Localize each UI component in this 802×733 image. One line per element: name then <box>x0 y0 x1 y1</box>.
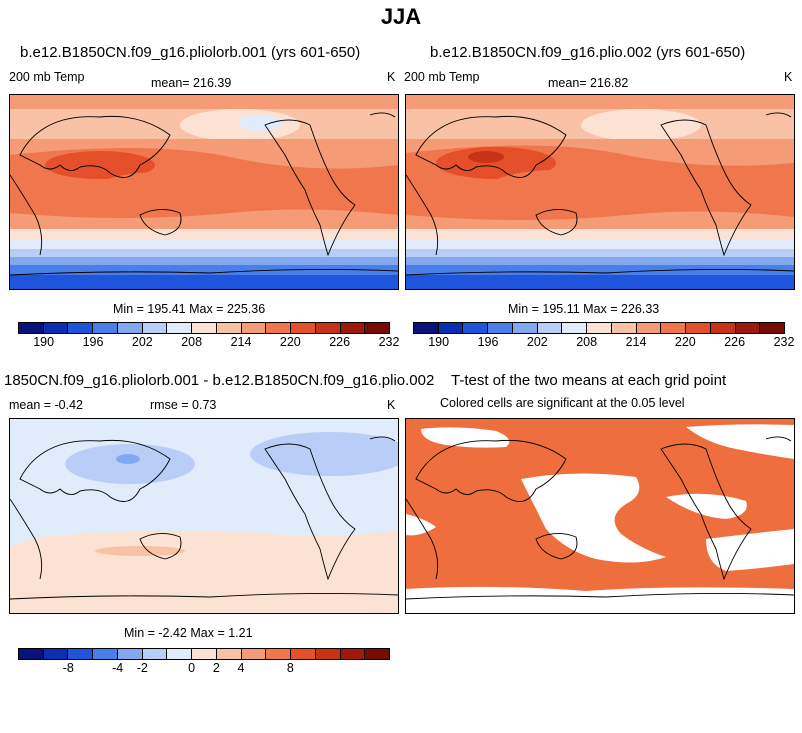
colorbar-cell <box>562 323 588 333</box>
colorbar-tick-label: 2 <box>212 661 220 675</box>
colorbar-tick-label: -8 <box>62 661 74 675</box>
colorbar-tick-label: 214 <box>230 335 252 349</box>
colorbar-cell <box>216 323 242 333</box>
colorbar-cell <box>43 649 69 659</box>
panel3-units: K <box>387 398 396 412</box>
colorbar-tick-label: 220 <box>674 335 696 349</box>
colorbar-cell <box>142 323 168 333</box>
colorbar-tick-label: 202 <box>131 335 153 349</box>
colorbar-cell <box>661 323 687 333</box>
colorbar-cell <box>167 323 193 333</box>
colorbar-cell <box>68 323 94 333</box>
panel3-colorbar <box>18 648 390 660</box>
panel1-colorbar <box>18 322 390 334</box>
colorbar-cell <box>488 323 513 333</box>
colorbar-cell <box>636 323 662 333</box>
colorbar-tick-label: 8 <box>286 661 294 675</box>
colorbar-tick-label: -4 <box>112 661 124 675</box>
panel2-mean: mean= 216.82 <box>548 76 629 90</box>
colorbar-tick-label: 232 <box>773 335 795 349</box>
panel2-map <box>405 94 795 290</box>
colorbar-cell <box>291 649 316 659</box>
colorbar-cell <box>512 323 538 333</box>
colorbar-tick-label: 214 <box>625 335 647 349</box>
colorbar-tick-label: 190 <box>428 335 450 349</box>
colorbar-cell <box>315 649 341 659</box>
colorbar-cell <box>315 323 341 333</box>
colorbar-cell <box>537 323 563 333</box>
colorbar-cell <box>241 649 267 659</box>
colorbar-cell <box>438 323 464 333</box>
figure-title: JJA <box>380 4 422 29</box>
panel2-title: b.e12.B1850CN.f09_g16.plio.002 (yrs 601-… <box>430 44 746 61</box>
colorbar-cell <box>291 323 316 333</box>
colorbar-tick-label: 190 <box>33 335 55 349</box>
panel2-min-max: Min = 195.11 Max = 226.33 <box>508 302 660 316</box>
colorbar-cell <box>93 323 118 333</box>
colorbar-cell <box>365 649 390 659</box>
colorbar-cell <box>93 649 118 659</box>
panel1-variable-label: 200 mb Temp <box>9 70 85 84</box>
panel1-units: K <box>387 70 396 84</box>
colorbar-cell <box>735 323 761 333</box>
panel4-title: T-test of the two means at each grid poi… <box>451 372 727 389</box>
panel4-subtitle: Colored cells are significant at the 0.0… <box>440 396 685 410</box>
panel1-mean: mean= 216.39 <box>151 76 232 90</box>
panel2-variable-label: 200 mb Temp <box>404 70 480 84</box>
colorbar-cell <box>117 323 143 333</box>
colorbar-cell <box>192 323 217 333</box>
colorbar-cell <box>216 649 242 659</box>
colorbar-cell <box>266 323 292 333</box>
colorbar-cell <box>340 323 366 333</box>
colorbar-cell <box>43 323 69 333</box>
panel3-min-max: Min = -2.42 Max = 1.21 <box>124 626 253 640</box>
colorbar-tick-label: 196 <box>477 335 499 349</box>
colorbar-cell <box>414 323 439 333</box>
colorbar-tick-label: 226 <box>724 335 746 349</box>
colorbar-tick-label: 4 <box>237 661 245 675</box>
colorbar-cell <box>340 649 366 659</box>
colorbar-tick-label: 226 <box>329 335 351 349</box>
colorbar-tick-label: 232 <box>378 335 400 349</box>
colorbar-cell <box>266 649 292 659</box>
colorbar-cell <box>117 649 143 659</box>
panel2-units: K <box>784 70 793 84</box>
colorbar-tick-label: 208 <box>181 335 203 349</box>
colorbar-cell <box>192 649 217 659</box>
colorbar-tick-label: 220 <box>279 335 301 349</box>
panel2-colorbar <box>413 322 785 334</box>
panel3-title: 1850CN.f09_g16.pliolorb.001 - b.e12.B185… <box>4 372 435 389</box>
colorbar-cell <box>19 649 44 659</box>
colorbar-tick-label: -2 <box>136 661 148 675</box>
panel1-map <box>9 94 399 290</box>
colorbar-cell <box>710 323 736 333</box>
colorbar-cell <box>365 323 390 333</box>
panel3-mean: mean = -0.42 <box>9 398 84 412</box>
panel1-min-max: Min = 195.41 Max = 225.36 <box>113 302 266 316</box>
colorbar-cell <box>241 323 267 333</box>
colorbar-cell <box>587 323 612 333</box>
panel3-rmse: rmse = 0.73 <box>150 398 217 412</box>
colorbar-cell <box>463 323 489 333</box>
colorbar-tick-label: 0 <box>188 661 196 675</box>
panel4-map <box>405 418 795 614</box>
colorbar-cell <box>68 649 94 659</box>
colorbar-tick-label: 202 <box>526 335 548 349</box>
colorbar-tick-label: 196 <box>82 335 104 349</box>
colorbar-cell <box>167 649 193 659</box>
colorbar-cell <box>142 649 168 659</box>
panel1-title: b.e12.B1850CN.f09_g16.pliolorb.001 (yrs … <box>20 44 361 61</box>
colorbar-tick-label: 208 <box>576 335 598 349</box>
colorbar-cell <box>19 323 44 333</box>
colorbar-cell <box>760 323 785 333</box>
panel3-map <box>9 418 399 614</box>
colorbar-cell <box>611 323 637 333</box>
colorbar-cell <box>686 323 711 333</box>
